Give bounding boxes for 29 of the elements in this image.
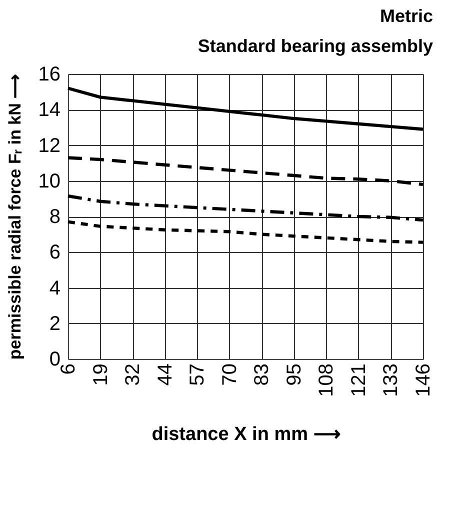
y-tick-label: 2: [49, 312, 60, 335]
x-tick-label: 83: [251, 364, 274, 386]
y-tick-label: 4: [49, 277, 60, 300]
y-tick-label: 6: [49, 242, 60, 264]
x-tick-label: 57: [186, 364, 209, 386]
x-tick-label: 108: [316, 364, 338, 397]
text: Standard bearing assembly: [198, 36, 433, 56]
x-tick-label: 19: [90, 364, 112, 386]
x-tick-label: 146: [412, 364, 434, 397]
line-series: [66, 194, 425, 222]
y-tick-label: 10: [38, 170, 60, 192]
line-series: [66, 156, 425, 186]
x-tick-label: 70: [218, 364, 241, 386]
y-tick-label: 0: [49, 348, 60, 370]
x-axis-title: distance X in mm ⟶: [152, 424, 340, 445]
y-tick-label: 12: [38, 134, 60, 157]
text: Metric: [380, 6, 433, 26]
y-tick-label: 14: [38, 99, 60, 122]
line-series: [66, 86, 425, 131]
x-tick-label: 95: [283, 364, 306, 386]
line-series: [66, 220, 425, 244]
y-axis-title: permissible radial force Fᵣ in kN ⟶: [5, 74, 24, 360]
y-tick-label: 8: [49, 206, 60, 228]
x-tick-label: 6: [58, 364, 80, 375]
x-tick-label: 133: [380, 364, 402, 397]
y-tick-label: 16: [38, 64, 60, 86]
x-tick-label: 32: [122, 364, 144, 386]
x-tick-label: 44: [154, 364, 176, 386]
x-tick-label: 121: [348, 364, 370, 397]
